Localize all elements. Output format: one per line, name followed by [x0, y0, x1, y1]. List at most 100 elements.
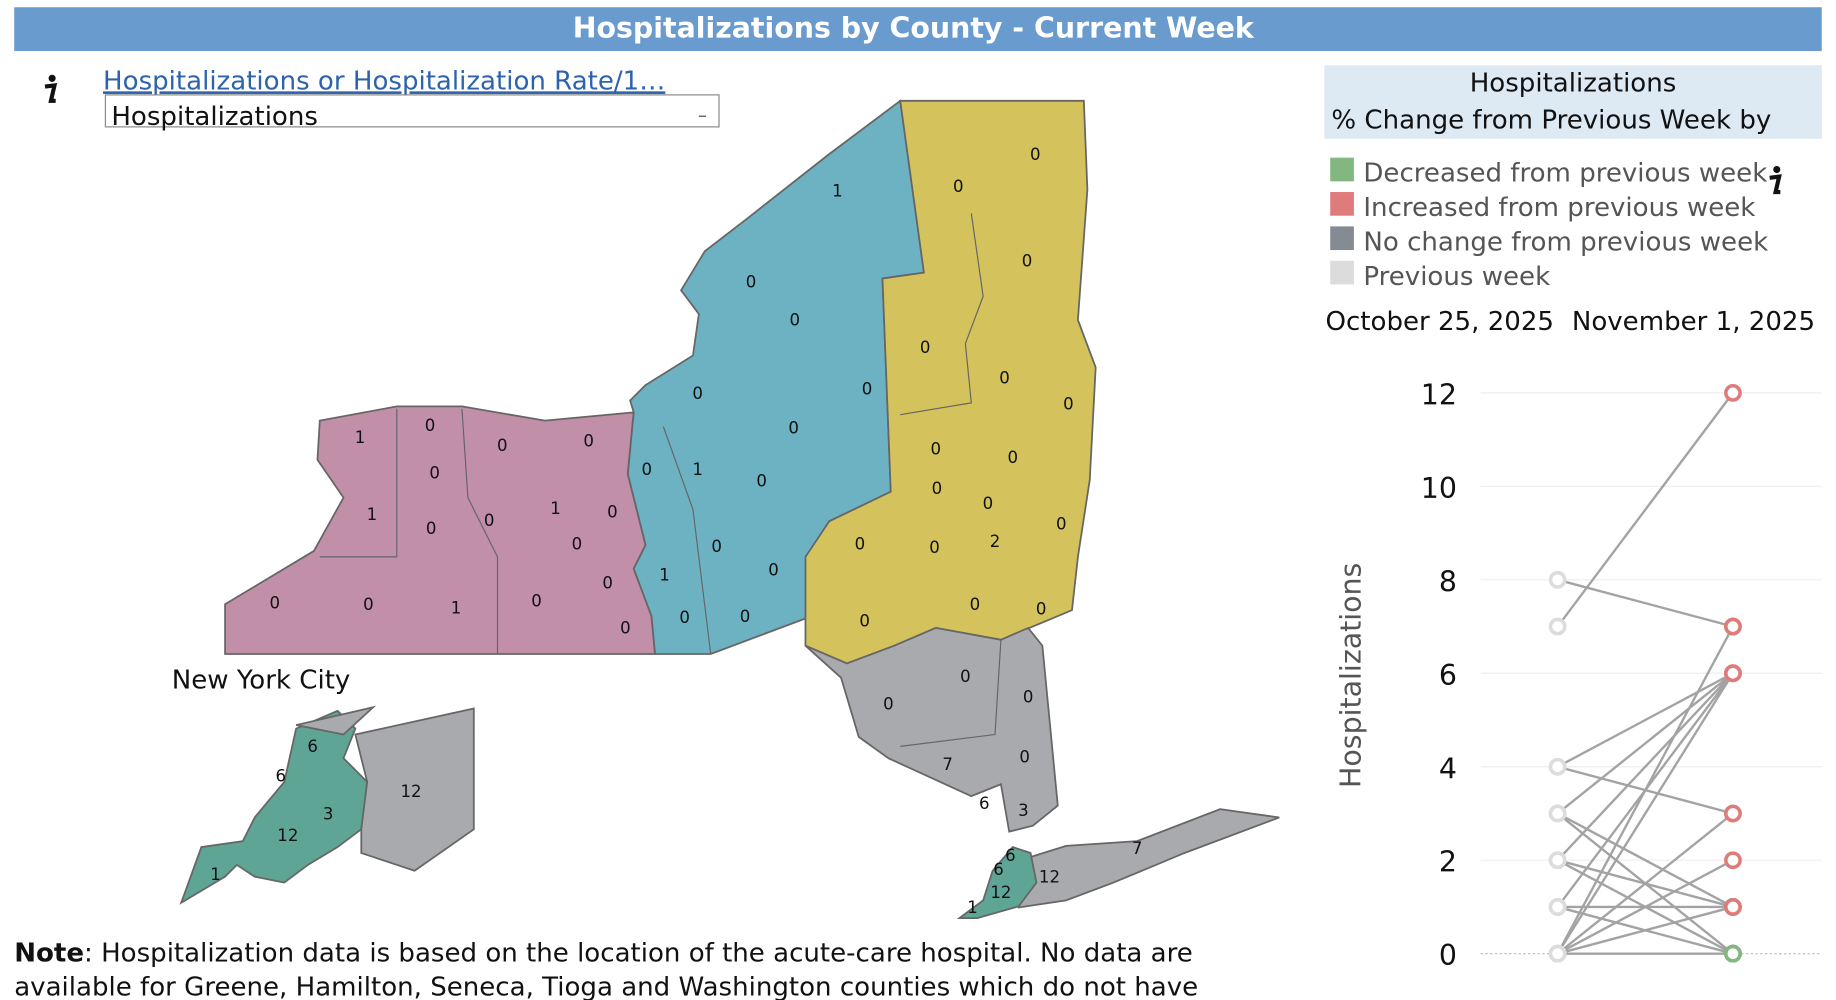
- county-value: 1: [367, 505, 378, 524]
- county-value: 0: [531, 591, 542, 610]
- county-value: 0: [883, 694, 894, 713]
- county-value: 1: [967, 898, 978, 917]
- county-value: 7: [942, 755, 953, 774]
- y-tick-label: 2: [1439, 846, 1457, 879]
- note-text: Note: Hospitalization data is based on t…: [14, 938, 1193, 968]
- county-value: 0: [953, 177, 964, 196]
- y-axis-label: Hospitalizations: [1335, 563, 1368, 788]
- county-value: 0: [920, 338, 931, 357]
- county-value: 12: [990, 883, 1011, 902]
- slope-line: [1556, 672, 1734, 862]
- county-value: 0: [970, 595, 981, 614]
- county-border: [662, 426, 712, 655]
- county-value: 7: [1132, 839, 1143, 858]
- county-value: 0: [855, 535, 866, 554]
- slope-line: [1556, 672, 1734, 955]
- county-value: 1: [659, 565, 670, 584]
- county-value: 12: [277, 826, 298, 845]
- county-value: 0: [711, 537, 722, 556]
- county-value: 0: [692, 384, 703, 403]
- county-value: 6: [307, 737, 318, 756]
- legend-label: Previous week: [1363, 262, 1550, 292]
- county-border: [319, 408, 398, 558]
- county-value: 0: [788, 418, 799, 437]
- previous-point: [1548, 851, 1567, 870]
- legend-swatch: [1330, 157, 1354, 182]
- county-value: 0: [620, 619, 631, 638]
- county-value: 0: [426, 519, 437, 538]
- county-value: 0: [270, 594, 281, 613]
- county-value: 3: [1018, 801, 1029, 820]
- nyc-inset: [179, 709, 369, 905]
- county-value: 0: [607, 503, 618, 522]
- current-point: [1724, 804, 1742, 823]
- nassau-inset: [354, 707, 475, 872]
- header-title: Hospitalizations by County - Current Wee…: [573, 12, 1255, 45]
- previous-point: [1548, 804, 1567, 823]
- info-icon[interactable]: [44, 74, 58, 103]
- note-label: Note: [14, 938, 84, 968]
- county-border: [461, 408, 499, 654]
- legend-swatch: [1330, 260, 1354, 285]
- county-value: 0: [583, 431, 594, 450]
- slope-line: [1556, 672, 1734, 815]
- county-value: 0: [740, 607, 751, 626]
- previous-point: [1548, 570, 1567, 589]
- county-value: 0: [363, 595, 374, 614]
- metric-link[interactable]: Hospitalizations or Hospitalization Rate…: [103, 66, 665, 96]
- county-border: [900, 639, 1002, 747]
- county-value: 3: [323, 805, 334, 824]
- county-value: 0: [1036, 600, 1047, 619]
- inset-label: New York City: [172, 666, 351, 696]
- county-value: 1: [210, 865, 221, 884]
- slope-line: [1557, 859, 1734, 955]
- county-value: 0: [1022, 251, 1033, 270]
- county-value: 0: [930, 440, 941, 459]
- westchester-inset: [295, 705, 377, 736]
- county-value: 0: [790, 311, 801, 330]
- y-tick-label: 10: [1421, 472, 1457, 505]
- x-label: November 1, 2025: [1572, 307, 1815, 337]
- county-border: [900, 213, 984, 416]
- county-value: 0: [425, 416, 436, 435]
- county-value: 2: [990, 532, 1001, 551]
- dropdown[interactable]: [104, 94, 720, 128]
- current-point: [1724, 851, 1742, 870]
- county-value: 6: [1005, 846, 1016, 865]
- county-value: 0: [679, 608, 690, 627]
- previous-point: [1548, 757, 1567, 776]
- county-value: 0: [862, 379, 873, 398]
- county-value: 0: [602, 574, 613, 593]
- previous-point: [1548, 617, 1567, 636]
- y-tick-label: 4: [1439, 752, 1457, 785]
- x-label: October 25, 2025: [1325, 307, 1554, 337]
- legend-swatch: [1330, 192, 1354, 216]
- slope-line: [1556, 812, 1734, 955]
- county-value: 1: [692, 460, 703, 479]
- region-hudson: [804, 626, 1059, 833]
- current-point: [1724, 617, 1742, 636]
- county-value: 0: [932, 479, 943, 498]
- note-line: available for Greene, Hamilton, Seneca, …: [14, 973, 1198, 1000]
- info-icon[interactable]: [1769, 165, 1782, 195]
- county-value: 0: [484, 511, 495, 530]
- county-value: 0: [1023, 687, 1034, 706]
- legend-header: [1324, 65, 1822, 139]
- county-value: 0: [983, 494, 994, 513]
- legend-title: Hospitalizations: [1470, 69, 1677, 99]
- county-value: 0: [859, 612, 870, 631]
- county-value: 0: [756, 472, 767, 491]
- current-point: [1724, 383, 1742, 402]
- map: [179, 99, 1280, 920]
- region-long-island: [1017, 808, 1280, 909]
- county-value: 0: [1030, 145, 1041, 164]
- y-tick-label: 0: [1439, 939, 1457, 972]
- county-value: 0: [929, 538, 940, 557]
- slope-line: [1557, 578, 1734, 628]
- county-value: 6: [275, 767, 286, 786]
- county-value: 6: [979, 794, 990, 813]
- legend-subtitle: % Change from Previous Week by: [1331, 105, 1771, 135]
- county-value: 0: [429, 463, 440, 482]
- county-value: 0: [1019, 748, 1030, 767]
